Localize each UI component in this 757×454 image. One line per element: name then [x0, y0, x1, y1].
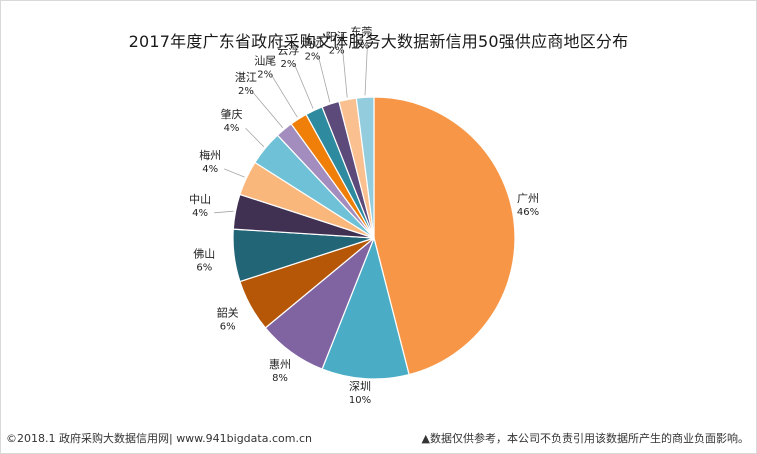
slice-深圳 [321, 236, 410, 380]
slice-label: 阳江 [326, 31, 348, 44]
slice-label: 湛江 [235, 71, 257, 84]
slice-labels: 广州46%深圳10%惠州8%韶关6%佛山6%中山4%梅州4%肇庆4%湛江2%汕尾… [189, 25, 539, 406]
slice-广州 [373, 96, 516, 376]
leader-line [224, 168, 245, 178]
slice-percent: 2% [353, 40, 369, 51]
footer-source: ©2018.1 政府采购大数据信用网| www.941bigdata.com.c… [6, 432, 312, 445]
slice-label: 广州 [517, 192, 539, 205]
slice-percent: 2% [280, 59, 296, 70]
leader-line [251, 90, 284, 129]
slice-label: 中山 [189, 193, 211, 206]
slice-percent: 2% [238, 86, 254, 97]
leader-lines [214, 45, 368, 214]
slice-label: 惠州 [269, 357, 291, 371]
slice-percent: 6% [220, 322, 236, 333]
leader-line [270, 74, 298, 118]
slice-label: 韶关 [217, 306, 239, 320]
leader-line [294, 63, 314, 109]
slice-percent: 46% [517, 207, 539, 218]
leader-line [318, 56, 331, 103]
slice-percent: 4% [202, 164, 218, 175]
slice-percent: 4% [192, 208, 208, 219]
leader-line [245, 127, 265, 148]
slice-label: 清远 [302, 37, 324, 50]
slice-label: 云浮 [277, 44, 299, 57]
chart-title: 2017年度广东省政府采购文体服务大数据新信用50强供应商地区分布 [128, 32, 629, 51]
slice-label: 东莞 [350, 25, 372, 38]
slice-label: 梅州 [199, 148, 221, 162]
slice-percent: 4% [224, 123, 240, 134]
slice-label: 汕尾 [254, 55, 276, 68]
slice-label: 肇庆 [221, 107, 243, 121]
slice-percent: 2% [257, 70, 273, 81]
slice-label: 深圳 [349, 380, 371, 393]
pie-slices [232, 96, 516, 380]
slice-percent: 6% [196, 262, 212, 273]
footer-disclaimer: ▲数据仅供参考，本公司不负责引用该数据所产生的商业负面影响。 [421, 432, 749, 445]
slice-percent: 2% [329, 46, 345, 57]
leader-line [364, 45, 368, 96]
slice-percent: 8% [272, 373, 288, 384]
leader-line [214, 210, 234, 214]
slice-label: 佛山 [193, 247, 215, 260]
leader-line [342, 50, 348, 98]
slice-东莞 [355, 96, 375, 239]
slice-percent: 10% [349, 395, 371, 406]
slice-percent: 2% [305, 52, 321, 63]
